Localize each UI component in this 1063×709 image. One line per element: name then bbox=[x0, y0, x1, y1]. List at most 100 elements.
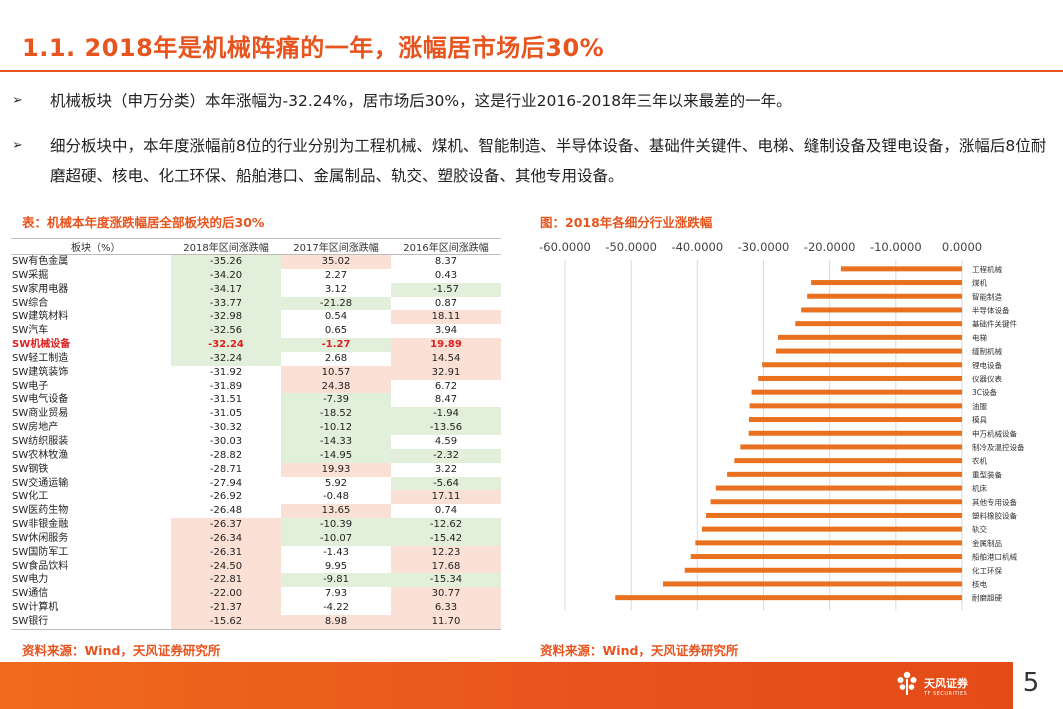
return-value-cell: -26.48 bbox=[209, 505, 243, 517]
return-value-cell: -31.51 bbox=[209, 394, 243, 406]
bar bbox=[701, 526, 962, 532]
arrow-bullet-icon: ➢ bbox=[12, 93, 23, 108]
table-row: SW轻工制造 -32.24 2.68 14.54 bbox=[11, 351, 501, 366]
tianfeng-logo-icon bbox=[897, 671, 917, 695]
sector-returns-table: 板块（%） 2018年区间涨跌幅 2017年区间涨跌幅 2016年区间涨跌幅 S… bbox=[11, 238, 501, 630]
brand-subtitle: TF SECURITIES bbox=[924, 691, 968, 697]
table-row: SW电子 -31.89 24.38 6.72 bbox=[11, 379, 501, 394]
return-value-cell: -30.03 bbox=[209, 435, 243, 447]
table-row: SW化工 -26.92 -0.48 17.11 bbox=[11, 490, 501, 505]
sector-name-cell: SW电子 bbox=[12, 380, 49, 392]
sector-name-cell: SW家用电器 bbox=[12, 283, 69, 295]
category-label: 缝制机械 bbox=[972, 346, 1002, 356]
return-value-cell: 17.11 bbox=[391, 490, 501, 505]
category-label: 机床 bbox=[972, 483, 987, 493]
bar bbox=[807, 293, 962, 299]
x-tick-label: -40.0000 bbox=[671, 240, 723, 254]
return-value-cell: -15.62 bbox=[171, 614, 281, 630]
return-value-cell: -32.56 bbox=[171, 324, 281, 339]
return-value-cell: -1.57 bbox=[391, 282, 501, 297]
header-2018: 2018年区间涨跌幅 bbox=[171, 238, 281, 255]
return-value-cell: -30.32 bbox=[209, 422, 243, 434]
return-value-cell: 7.93 bbox=[324, 588, 348, 600]
table-row: SW建筑装饰 -31.92 10.57 32.91 bbox=[11, 365, 501, 380]
bar bbox=[695, 540, 962, 546]
brand-name: 天风证券 bbox=[924, 677, 968, 690]
return-value-cell: 30.77 bbox=[391, 587, 501, 602]
return-value-cell: -26.92 bbox=[209, 491, 243, 503]
bar bbox=[710, 499, 962, 505]
return-value-cell: -26.34 bbox=[171, 531, 281, 546]
return-value-cell: -33.77 bbox=[171, 296, 281, 311]
return-value-cell: -4.22 bbox=[323, 602, 349, 614]
return-value-cell: 19.89 bbox=[391, 338, 501, 352]
footer-bar bbox=[0, 662, 1063, 709]
return-value-cell: -31.92 bbox=[209, 366, 243, 378]
sector-name-cell: SW有色金属 bbox=[12, 256, 69, 267]
category-label: 金属制品 bbox=[972, 538, 1002, 548]
sector-name-cell: SW医药生物 bbox=[12, 505, 69, 517]
category-label: 半导体设备 bbox=[972, 305, 1010, 315]
table-row: SW非银金融 -26.37 -10.39 -12.62 bbox=[11, 518, 501, 532]
return-value-cell: 10.57 bbox=[281, 365, 391, 380]
return-value-cell: -13.56 bbox=[391, 421, 501, 435]
page-number: 5 bbox=[1022, 668, 1040, 698]
table-row: SW综合 -33.77 -21.28 0.87 bbox=[11, 296, 501, 311]
category-label: 申万机械设备 bbox=[972, 428, 1017, 438]
return-value-cell: 35.02 bbox=[281, 254, 391, 269]
sector-name-cell: SW通信 bbox=[12, 588, 49, 600]
return-value-cell: 0.65 bbox=[324, 325, 348, 337]
return-value-cell: -26.37 bbox=[171, 518, 281, 532]
table-row: SW纺织服装 -30.03 -14.33 4.59 bbox=[11, 434, 501, 449]
sector-name-cell: SW银行 bbox=[11, 614, 171, 630]
table-row: SW商业贸易 -31.05 -18.52 -1.94 bbox=[11, 407, 501, 422]
sector-name-cell: SW汽车 bbox=[12, 325, 49, 337]
subsector-returns-chart: -60.0000 -50.0000 -40.0000 -30.0000 -20.0000… bbox=[539, 240, 1025, 611]
category-label: 智能制造 bbox=[972, 291, 1002, 301]
table-caption: 表：机械本年度涨跌幅居全部板块的后30% bbox=[22, 215, 265, 230]
return-value-cell: -31.89 bbox=[209, 380, 243, 392]
sector-name-cell: SW农林牧渔 bbox=[12, 449, 69, 461]
return-value-cell: 0.87 bbox=[434, 297, 458, 309]
category-label: 仪器仪表 bbox=[972, 373, 1002, 383]
category-label: 核电 bbox=[972, 579, 987, 589]
bar bbox=[748, 430, 962, 436]
return-value-cell: 18.11 bbox=[391, 310, 501, 325]
return-value-cell: -12.62 bbox=[391, 518, 501, 532]
category-label: 轨交 bbox=[972, 524, 987, 534]
sector-name-cell: SW国防军工 bbox=[12, 546, 69, 558]
bullet-item: ➢ 细分板块中，本年度涨幅前8位的行业分别为工程机械、煤机、智能制造、半导体设备… bbox=[12, 131, 1052, 191]
sector-name-cell: SW轻工制造 bbox=[12, 352, 69, 364]
x-tick-label: -50.0000 bbox=[605, 240, 657, 254]
return-value-cell: 19.93 bbox=[281, 462, 391, 477]
return-value-cell: 0.43 bbox=[434, 269, 458, 281]
return-value-cell: -15.42 bbox=[391, 531, 501, 546]
return-value-cell: -22.81 bbox=[171, 573, 281, 588]
return-value-cell: -5.64 bbox=[391, 476, 501, 491]
slide-title: 1.1. 2018年是机械阵痛的一年，涨幅居市场后30% bbox=[22, 34, 605, 62]
sector-name-cell: SW机械设备 bbox=[12, 339, 71, 351]
return-value-cell: -0.48 bbox=[323, 491, 349, 503]
bar bbox=[705, 512, 962, 518]
category-label: 电梯 bbox=[972, 332, 987, 342]
return-value-cell: -32.24 bbox=[171, 338, 281, 352]
bar bbox=[684, 567, 962, 573]
table-row: SW房地产 -30.32 -10.12 -13.56 bbox=[11, 421, 501, 435]
arrow-bullet-icon: ➢ bbox=[12, 138, 23, 153]
table-row: SW农林牧渔 -28.82 -14.95 -2.32 bbox=[11, 448, 501, 463]
return-value-cell: -21.28 bbox=[281, 296, 391, 311]
return-value-cell: -27.94 bbox=[209, 477, 243, 489]
return-value-cell: -35.26 bbox=[171, 254, 281, 269]
table-row: SW汽车 -32.56 0.65 3.94 bbox=[11, 324, 501, 339]
sector-name-cell: SW非银金融 bbox=[12, 519, 69, 531]
return-value-cell: 12.23 bbox=[391, 545, 501, 560]
table-row: SW采掘 -34.20 2.27 0.43 bbox=[11, 268, 501, 283]
bullet-text: 细分板块中，本年度涨幅前8位的行业分别为工程机械、煤机、智能制造、半导体设备、基… bbox=[50, 137, 1047, 185]
return-value-cell: -18.52 bbox=[281, 407, 391, 422]
bar bbox=[840, 266, 962, 272]
sector-name-cell: SW纺织服装 bbox=[12, 435, 69, 447]
table-source: 资料来源：Wind，天风证券研究所 bbox=[22, 643, 221, 658]
return-value-cell: -2.32 bbox=[391, 448, 501, 463]
table-row: SW钢铁 -28.71 19.93 3.22 bbox=[11, 462, 501, 477]
category-label: 基础件关键件 bbox=[972, 319, 1017, 329]
